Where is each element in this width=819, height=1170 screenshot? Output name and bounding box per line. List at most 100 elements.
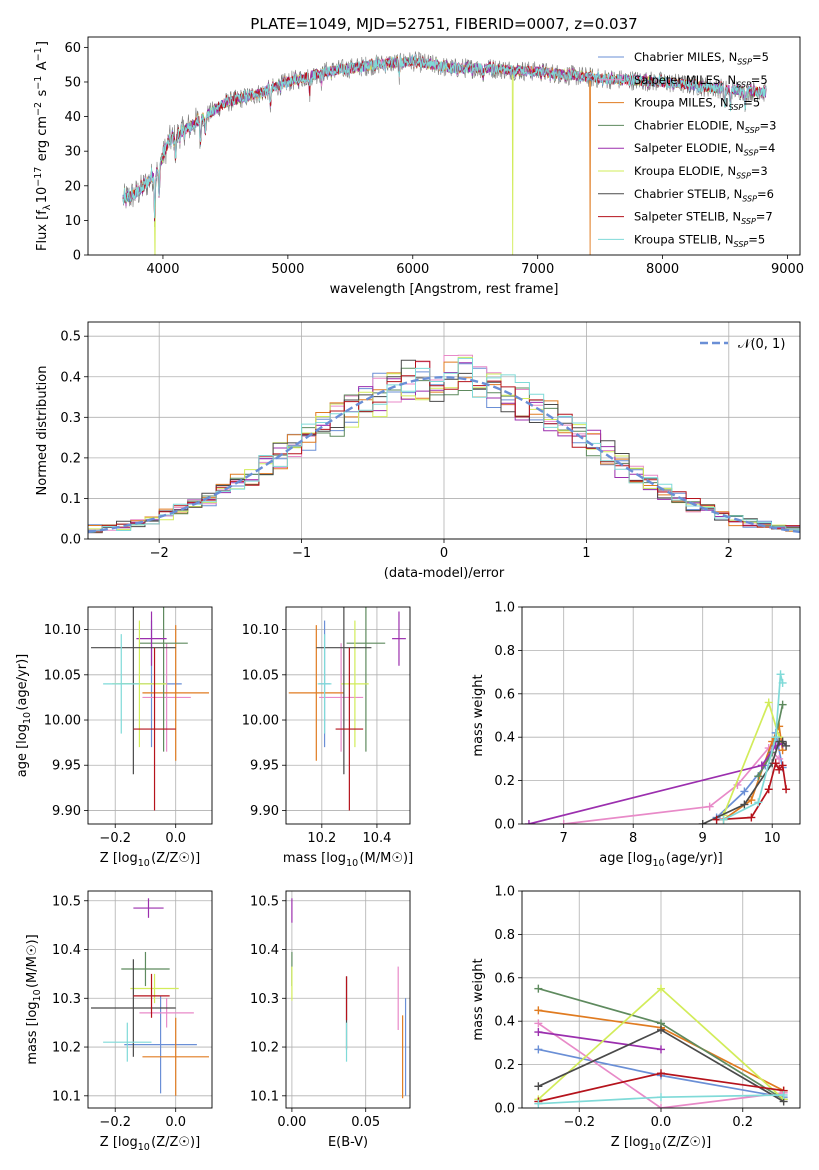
x-tick-label: 2 <box>725 546 733 561</box>
weight-series <box>534 1028 665 1054</box>
y-tick-label: 0.8 <box>494 644 515 659</box>
legend-entry: 𝒩(0, 1) <box>738 337 785 352</box>
z_weights-x-axis-label: Z [log10 (Z/Z☉)] <box>611 1135 711 1153</box>
y-tick-label: 10.3 <box>52 992 81 1007</box>
z_vs_age-y-axis-label: age [log10 (age/yr)] <box>15 654 33 778</box>
y-tick-label: 0.6 <box>494 687 515 702</box>
y-tick-label: 30 <box>64 145 81 160</box>
y-tick-label: 40 <box>64 110 81 125</box>
spectrum-y-axis-label: Flux [fλ 10−17 erg cm−2 s−1 A−1 ] <box>33 41 53 251</box>
z_vs_age-x-axis-label: Z [log10 (Z/Z☉)] <box>100 851 200 869</box>
figure-title: PLATE=1049, MJD=52751, FIBERID=0007, z=0… <box>250 15 637 33</box>
axes-frame <box>87 890 213 1109</box>
error-bar-point <box>139 607 188 752</box>
residuals-y-axis-label: Normed distribution <box>35 366 50 496</box>
y-tick-label: 10.05 <box>44 668 81 683</box>
x-tick-label: 10.2 <box>307 831 336 846</box>
axes-frame <box>87 36 801 256</box>
y-tick-label: 10.10 <box>44 623 81 638</box>
residuals-x-axis-label: (data-model)/error <box>384 566 505 581</box>
mass_vs_age-plot-area <box>288 607 406 811</box>
z_weights-panel: −0.2 0.0 0.2 0.0 0.2 0.4 0.6 0.8 1.0 Z [log10 (Z/… <box>471 885 801 1153</box>
x-tick-label: −1 <box>292 546 311 561</box>
legend-entry: Kroupa ELODIE, NSSP=3 <box>634 164 768 181</box>
x-tick-label: 0 <box>440 546 448 561</box>
error-bar-point <box>91 959 176 1057</box>
y-tick-label: 10.5 <box>250 894 279 909</box>
error-bar-point <box>136 611 167 666</box>
x-tick-label: 4000 <box>146 262 179 277</box>
age_weights-panel: 7 8 9 10 0.0 0.2 0.4 0.6 0.8 1.0 age [log10 (age/y… <box>471 601 801 869</box>
y-tick-label: 0.3 <box>60 411 81 426</box>
error-bar-point <box>91 607 176 775</box>
y-tick-label: 10.00 <box>44 714 81 729</box>
error-bar-point <box>346 607 386 752</box>
z_vs_mass-x-axis-label: Z [log10 (Z/Z☉)] <box>100 1135 200 1153</box>
error-bar-point <box>133 898 164 918</box>
x-tick-label: 0.0 <box>165 1115 186 1130</box>
z_vs_mass-panel: −0.2 0.0 10.1 10.2 10.3 10.4 10.5 Z [log10 (Z/Z… <box>25 890 213 1153</box>
y-tick-label: 20 <box>64 179 81 194</box>
y-tick-label: 50 <box>64 75 81 90</box>
y-tick-label: 0.8 <box>494 928 515 943</box>
y-tick-label: 0.2 <box>60 451 81 466</box>
x-tick-label: 1 <box>582 546 590 561</box>
legend-entry: Salpeter ELODIE, NSSP=4 <box>634 141 775 158</box>
ebv_vs_mass-plot-area <box>291 898 407 1099</box>
y-tick-label: 10.10 <box>242 623 279 638</box>
x-tick-label: 5000 <box>271 262 304 277</box>
y-tick-label: 9.90 <box>52 804 81 819</box>
mass_vs_age-x-axis-label: mass [log10 (M/M☉)] <box>283 851 413 869</box>
y-tick-label: 10.4 <box>250 943 279 958</box>
weight-series <box>534 1090 788 1108</box>
spectrum-x-axis-label: wavelength [Angstrom, rest frame] <box>330 282 559 297</box>
y-tick-label: 10.00 <box>242 714 279 729</box>
age_weights-plot-area <box>524 670 791 824</box>
x-tick-label: 7 <box>560 831 568 846</box>
model-spectrum-line <box>122 54 767 219</box>
axes-frame <box>285 890 411 1109</box>
x-tick-label: −0.2 <box>99 831 131 846</box>
x-tick-label: 0.2 <box>732 1115 753 1130</box>
axes-frame <box>521 606 801 825</box>
spectrum-panel: 4000 5000 6000 7000 8000 9000 0 10 20 30 40 50 60 wav… <box>33 36 804 297</box>
z_weights-y-axis-label: mass weight <box>471 958 486 1040</box>
y-tick-label: 0 <box>73 249 81 264</box>
y-tick-label: 0.0 <box>60 533 81 548</box>
y-tick-label: 10.2 <box>250 1041 279 1056</box>
error-bar-point <box>335 647 364 811</box>
y-tick-label: 10.3 <box>250 992 279 1007</box>
x-tick-label: −0.2 <box>99 1115 131 1130</box>
error-bar-point <box>392 611 406 666</box>
error-bar-point <box>139 998 194 1028</box>
z_weights-plot-area <box>534 984 788 1108</box>
y-tick-label: 0.2 <box>494 1058 515 1073</box>
y-tick-label: 0.1 <box>60 492 81 507</box>
y-tick-label: 9.95 <box>52 759 81 774</box>
weight-series <box>698 737 791 824</box>
y-tick-label: 0.2 <box>494 774 515 789</box>
y-tick-label: 0.4 <box>60 370 81 385</box>
y-tick-label: 9.95 <box>250 759 279 774</box>
legend-entry: Kroupa MILES, NSSP=5 <box>634 96 760 113</box>
age_weights-y-axis-label: mass weight <box>471 674 486 756</box>
y-tick-label: 10.4 <box>52 943 81 958</box>
residual-histogram <box>88 359 800 533</box>
y-tick-label: 0.6 <box>494 971 515 986</box>
y-tick-label: 10.5 <box>52 894 81 909</box>
x-tick-label: 8 <box>629 831 637 846</box>
error-bar-point <box>133 647 176 811</box>
error-bar-point <box>142 1017 209 1096</box>
legend-entry: Salpeter MILES, NSSP=5 <box>634 73 768 90</box>
error-bar-point <box>341 620 369 748</box>
y-tick-label: 10.1 <box>250 1089 279 1104</box>
x-tick-label: 10 <box>764 831 781 846</box>
residual-histogram <box>88 360 800 533</box>
y-tick-label: 1.0 <box>494 601 515 616</box>
error-bar-point <box>142 625 209 761</box>
z_vs_age-plot-area <box>91 607 209 811</box>
y-tick-label: 0.0 <box>494 1102 515 1117</box>
spectrum-legend: Chabrier MILES, NSSP=5 Salpeter MILES, NS… <box>598 50 776 249</box>
error-bar-point <box>288 625 344 761</box>
